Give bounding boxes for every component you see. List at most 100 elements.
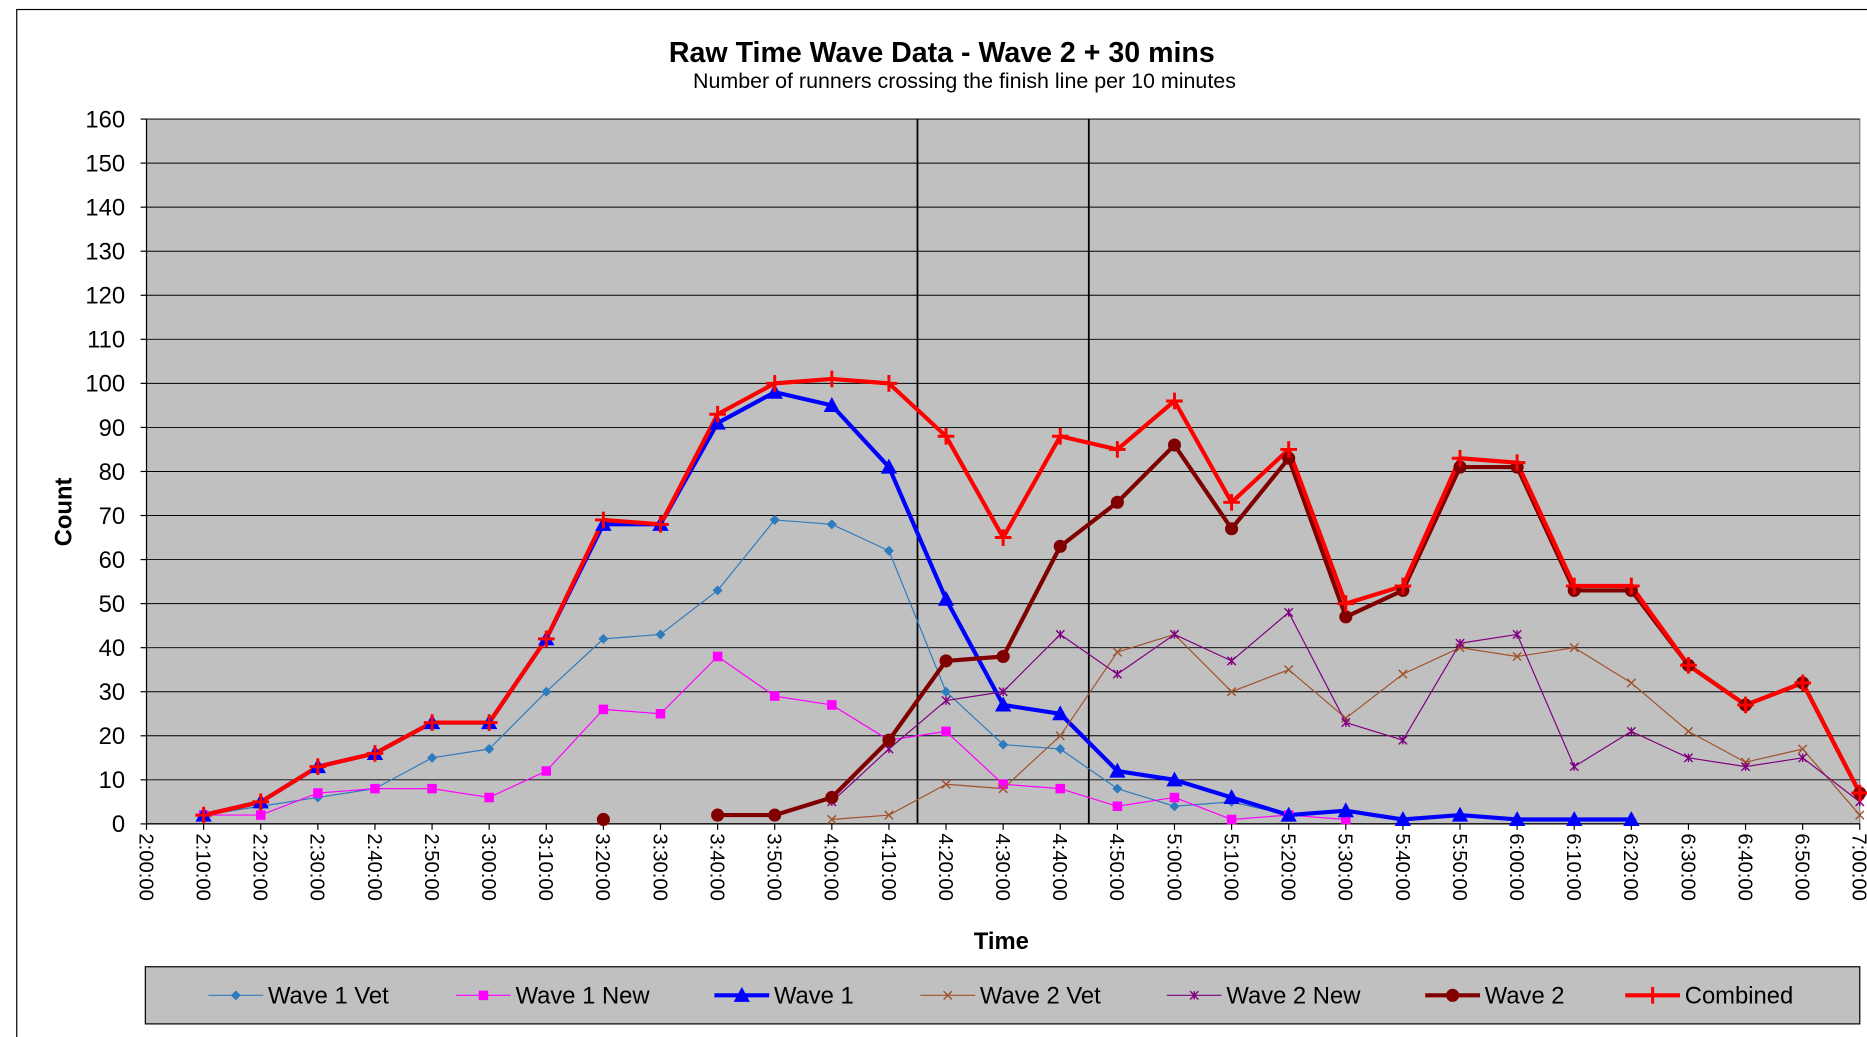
x-tick-label: 5:20:00 xyxy=(1277,833,1299,900)
x-tick-label: 4:30:00 xyxy=(991,833,1013,900)
data-point xyxy=(883,545,894,556)
data-point xyxy=(1683,753,1694,763)
data-point xyxy=(313,788,323,798)
y-tick-label: 50 xyxy=(99,591,125,618)
data-point xyxy=(711,808,725,822)
data-point xyxy=(1166,392,1183,410)
data-point xyxy=(423,714,441,731)
data-point xyxy=(769,691,780,701)
data-point xyxy=(484,743,495,755)
data-point xyxy=(1623,811,1640,827)
data-point xyxy=(1569,761,1579,772)
data-point xyxy=(769,514,780,525)
data-point xyxy=(1569,643,1579,653)
x-tick-label: 3:00:00 xyxy=(477,833,499,900)
x-tick-label: 6:00:00 xyxy=(1505,833,1527,900)
y-axis-label: Count xyxy=(51,478,78,547)
data-point xyxy=(1797,753,1808,763)
x-axis-label: Time xyxy=(974,928,1029,955)
data-point xyxy=(1740,757,1751,767)
legend-marker xyxy=(1446,988,1460,1002)
x-tick-label: 2:20:00 xyxy=(249,833,271,900)
data-point xyxy=(1226,687,1237,697)
data-point xyxy=(1794,674,1811,692)
data-point xyxy=(1055,629,1065,640)
legend-marker xyxy=(1644,986,1661,1004)
data-point xyxy=(255,810,266,820)
y-tick-label: 0 xyxy=(112,811,125,838)
data-point xyxy=(880,458,898,474)
data-point xyxy=(1053,539,1067,553)
data-point xyxy=(1112,647,1123,657)
data-point xyxy=(998,687,1008,697)
y-tick-label: 160 xyxy=(85,106,125,133)
chart-subtitle: Number of runners crossing the finish li… xyxy=(693,69,1236,93)
data-point xyxy=(827,814,837,825)
data-point xyxy=(1112,801,1123,812)
x-tick-label: 6:30:00 xyxy=(1676,833,1698,900)
data-point xyxy=(1166,771,1183,787)
data-point xyxy=(1051,427,1069,445)
x-tick-label: 4:00:00 xyxy=(820,833,842,900)
data-point xyxy=(1566,811,1583,827)
legend-marker xyxy=(943,990,953,1001)
data-point xyxy=(537,630,555,648)
data-point xyxy=(1226,814,1237,825)
data-point xyxy=(996,649,1010,664)
data-point xyxy=(1851,784,1867,802)
data-point xyxy=(1339,610,1353,624)
legend-label: Wave 2 Vet xyxy=(980,983,1101,1010)
data-point xyxy=(598,633,609,644)
data-point xyxy=(1341,717,1351,728)
legend-label: Combined xyxy=(1685,983,1793,1010)
data-point xyxy=(768,808,782,822)
x-tick-label: 5:00:00 xyxy=(1162,833,1184,900)
series-line xyxy=(203,376,1862,818)
legend-label: Wave 1 xyxy=(774,983,854,1010)
data-point xyxy=(941,779,951,789)
data-point xyxy=(598,704,609,715)
data-point xyxy=(998,739,1009,750)
data-point xyxy=(655,629,666,640)
data-point xyxy=(1055,783,1066,794)
data-point xyxy=(1398,669,1408,679)
y-tick-label: 30 xyxy=(99,679,125,706)
x-tick-label: 3:20:00 xyxy=(591,833,613,900)
y-tick-label: 120 xyxy=(85,283,125,310)
x-tick-label: 6:10:00 xyxy=(1562,833,1584,900)
data-point xyxy=(655,708,666,719)
x-tick-label: 2:00:00 xyxy=(134,833,156,900)
y-tick-label: 60 xyxy=(99,547,125,574)
data-point xyxy=(709,405,726,423)
data-point xyxy=(1055,743,1066,755)
data-point xyxy=(1508,454,1526,471)
y-tick-label: 10 xyxy=(99,767,125,794)
data-point xyxy=(1626,726,1637,737)
x-tick-label: 7:00:00 xyxy=(1848,833,1867,900)
y-tick-label: 140 xyxy=(85,194,125,221)
data-point xyxy=(1052,705,1069,721)
data-point xyxy=(1284,665,1294,675)
y-tick-label: 100 xyxy=(85,371,125,398)
data-point xyxy=(1109,762,1126,778)
x-tick-label: 6:20:00 xyxy=(1619,833,1641,900)
data-point xyxy=(1109,441,1126,458)
data-point xyxy=(1169,629,1180,640)
data-point xyxy=(880,375,898,392)
y-tick-label: 80 xyxy=(99,459,125,486)
data-point xyxy=(1226,656,1237,666)
data-point xyxy=(1280,441,1298,458)
y-tick-label: 130 xyxy=(85,239,125,266)
data-point xyxy=(1512,629,1522,640)
data-point xyxy=(1451,806,1469,822)
data-point xyxy=(937,427,955,445)
data-point xyxy=(1112,783,1123,794)
x-tick-label: 2:50:00 xyxy=(420,833,442,900)
chart-title: Raw Time Wave Data - Wave 2 + 30 mins xyxy=(669,37,1215,69)
y-tick-label: 40 xyxy=(99,635,125,662)
data-point xyxy=(1512,651,1522,662)
data-point xyxy=(1282,451,1296,465)
data-point xyxy=(827,700,837,710)
data-point xyxy=(480,714,498,731)
